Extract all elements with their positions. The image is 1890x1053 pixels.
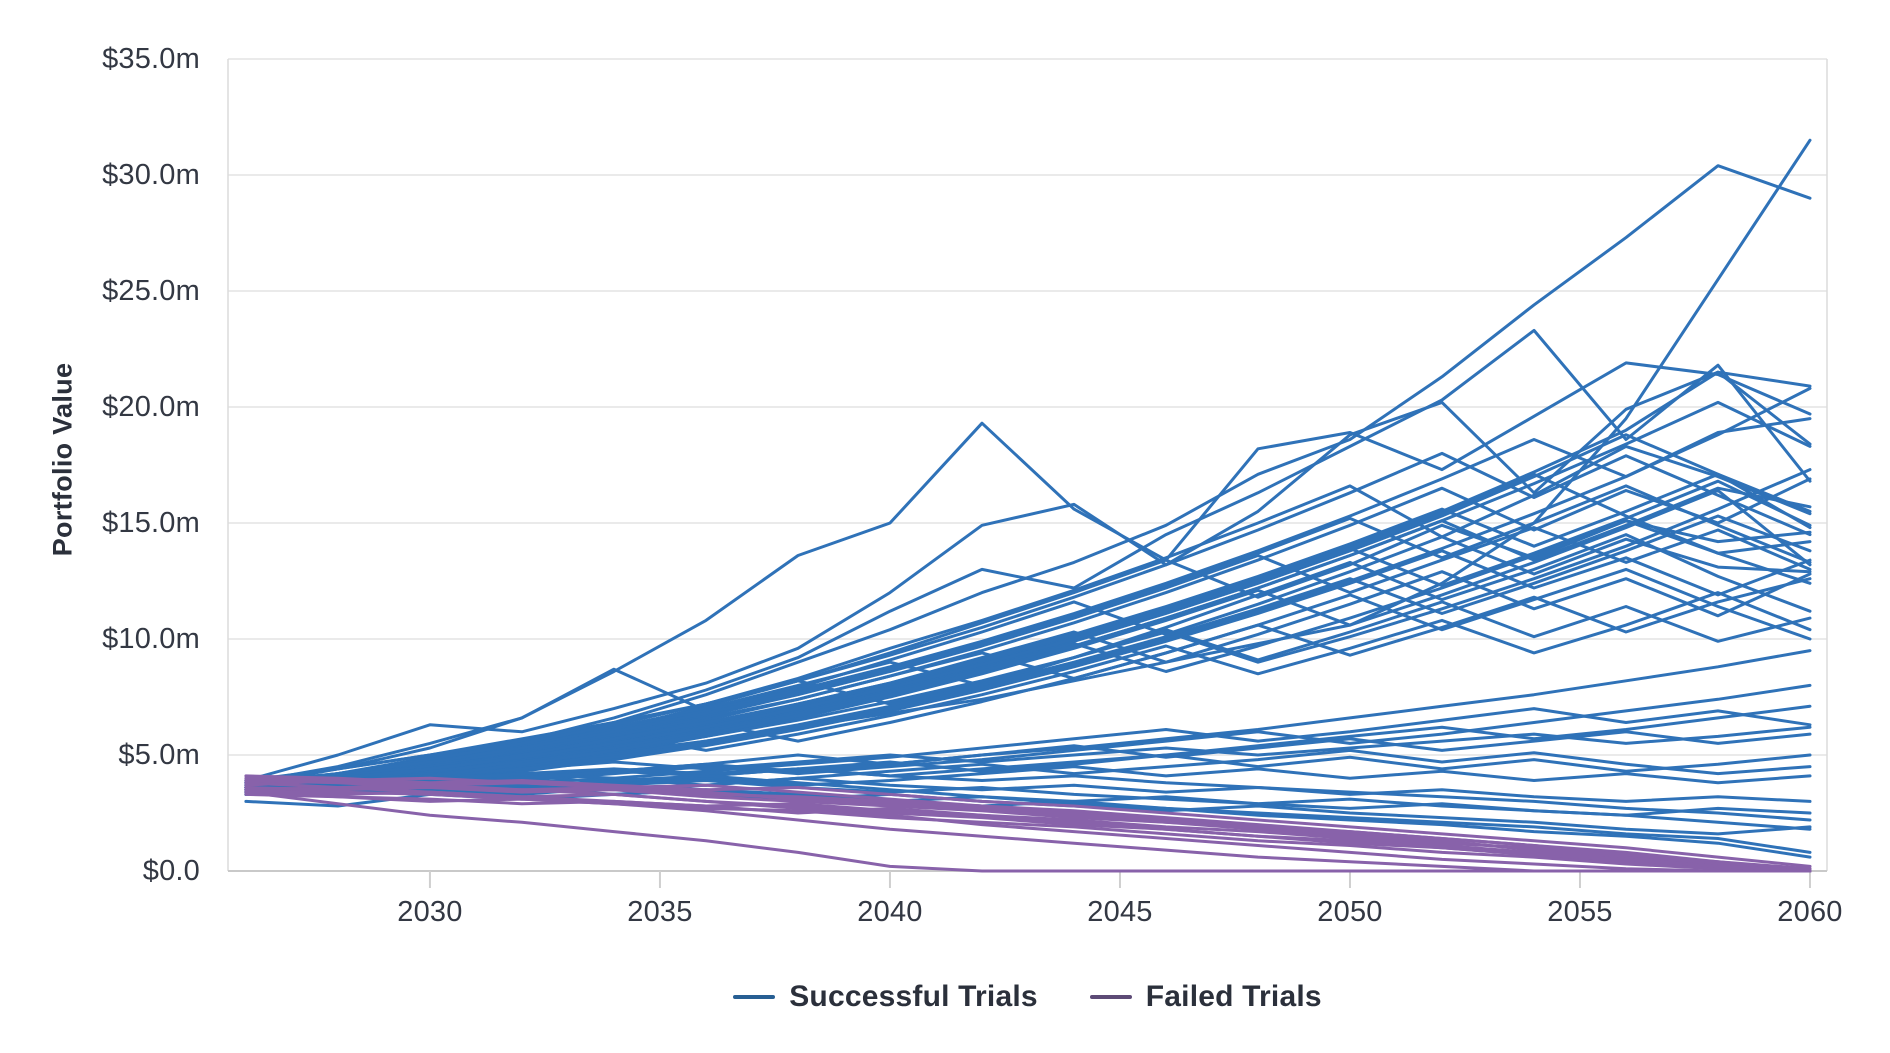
successful-trial-line — [244, 328, 1812, 792]
successful-trial-line — [244, 535, 1812, 785]
successful-trial-line — [244, 417, 1812, 785]
y-tick-label: $15.0m — [102, 507, 200, 539]
legend-item-failed: Failed Trials — [1089, 980, 1322, 1014]
x-tick-label: 2035 — [627, 896, 693, 928]
successful-trial-line — [244, 486, 1812, 794]
failed-trial-line — [244, 779, 1812, 871]
legend-item-successful: Successful Trials — [733, 980, 1038, 1014]
successful-trial-line — [244, 514, 1812, 789]
x-tick-label: 2055 — [1547, 896, 1613, 928]
x-tick-label: 2060 — [1777, 896, 1843, 928]
successful-trial-line — [244, 433, 1812, 789]
successful-trial-line — [244, 468, 1812, 785]
successful-trial-line — [244, 472, 1812, 792]
successful-trial-line — [244, 776, 1812, 803]
y-tick-label: $10.0m — [102, 623, 200, 655]
successful-trial-line — [244, 725, 1812, 787]
x-tick-label: 2040 — [857, 896, 923, 928]
y-tick-label: $20.0m — [102, 391, 200, 423]
x-tick-label: 2030 — [397, 896, 463, 928]
failed-trial-line — [244, 781, 1812, 873]
chart-legend: Successful Trials Failed Trials — [228, 980, 1827, 1014]
y-tick-label: $5.0m — [118, 739, 200, 771]
failed-line-swatch-icon — [1089, 995, 1132, 999]
legend-label-failed: Failed Trials — [1145, 980, 1322, 1013]
successful-line-swatch-icon — [733, 995, 776, 999]
successful-trial-line — [244, 767, 1812, 822]
successful-trial-line — [244, 549, 1812, 794]
failed-trial-line — [244, 786, 1812, 871]
y-tick-label: $30.0m — [102, 159, 200, 191]
successful-trial-line — [244, 451, 1812, 787]
successful-trial-line — [244, 370, 1812, 782]
successful-trial-line — [244, 472, 1812, 789]
failed-trial-line — [244, 774, 1812, 868]
successful-trial-line — [244, 484, 1812, 785]
y-tick-label: $35.0m — [102, 43, 200, 75]
successful-trial-line — [244, 567, 1812, 789]
y-tick-label: $25.0m — [102, 275, 200, 307]
failed-trial-line — [244, 792, 1812, 873]
y-tick-label: $0.0 — [142, 855, 200, 887]
x-tick-label: 2050 — [1317, 896, 1383, 928]
x-tick-label: 2045 — [1087, 896, 1153, 928]
legend-label-successful: Successful Trials — [789, 980, 1038, 1013]
successful-trial-line — [244, 591, 1812, 789]
failed-trial-line — [244, 790, 1812, 873]
